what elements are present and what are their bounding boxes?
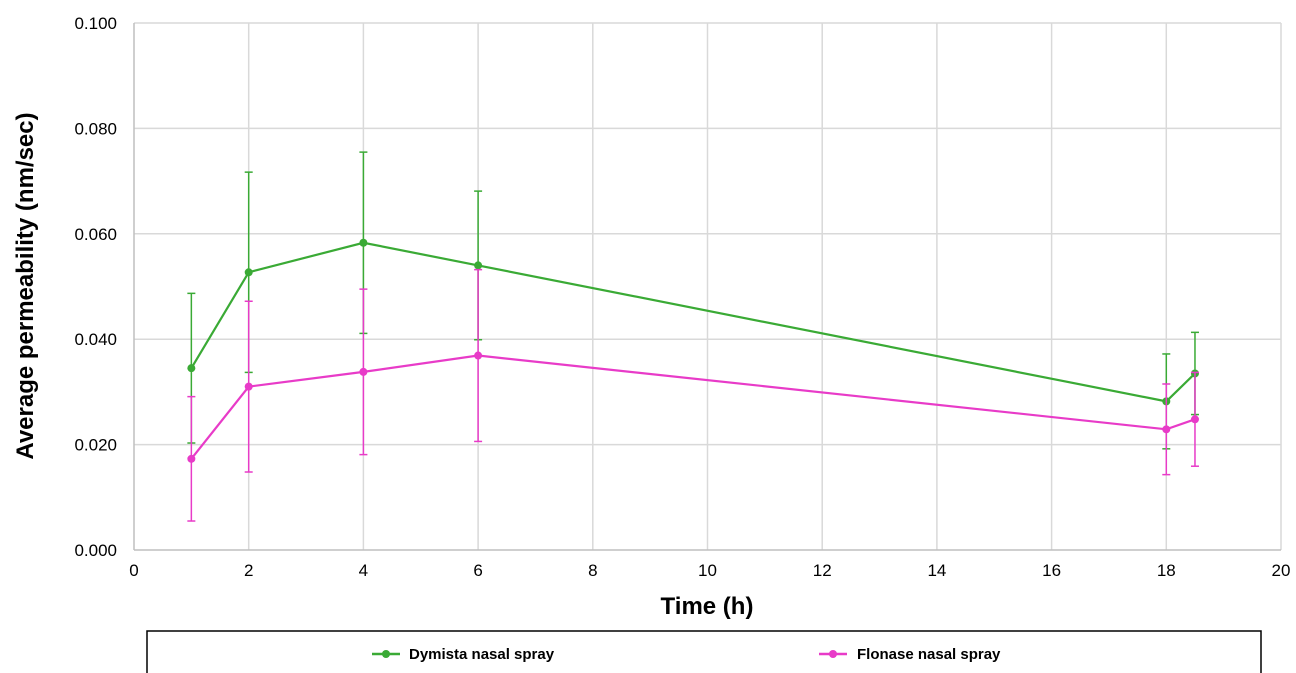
data-point [187, 364, 196, 373]
data-point [1190, 415, 1199, 424]
x-tick-label: 0 [129, 561, 138, 580]
x-tick-label: 20 [1272, 561, 1291, 580]
data-point [244, 382, 253, 391]
y-tick-label: 0.080 [74, 119, 117, 138]
legend-swatch-dymista-marker [382, 650, 390, 658]
grid [134, 22, 1282, 550]
data-point [359, 238, 368, 247]
y-tick-label: 0.100 [74, 14, 117, 33]
x-tick-label: 2 [244, 561, 253, 580]
data-point [1162, 425, 1171, 434]
x-tick-label: 18 [1157, 561, 1176, 580]
legend-swatch-flonase-marker [829, 650, 837, 658]
series-line [190, 241, 1196, 403]
series-line [190, 354, 1196, 460]
y-tick-label: 0.000 [74, 541, 117, 560]
legend-item-dymista: Dymista nasal spray [372, 646, 555, 663]
axes [133, 23, 1281, 551]
x-tick-label: 14 [927, 561, 946, 580]
y-tick-label: 0.060 [74, 225, 117, 244]
y-axis-title: Average permeability (nm/sec) [12, 112, 39, 459]
legend-item-flonase: Flonase nasal spray [819, 646, 1001, 663]
data-point [474, 261, 483, 270]
series-layer [187, 151, 1199, 522]
x-tick-label: 16 [1042, 561, 1061, 580]
series-0 [187, 151, 1199, 450]
y-tick-label: 0.040 [74, 330, 117, 349]
legend-label-dymista: Dymista nasal spray [409, 646, 555, 663]
x-axis-title: Time (h) [661, 593, 754, 620]
series-1 [187, 268, 1199, 522]
tick-labels: 0 2 4 6 8 10 12 14 16 18 20 0.000 0.020 0.040 0.060 0.0… [74, 14, 1290, 580]
legend-label-flonase: Flonase nasal spray [857, 646, 1001, 663]
x-tick-label: 8 [588, 561, 597, 580]
x-tick-label: 6 [473, 561, 482, 580]
data-point [187, 454, 196, 463]
data-point [359, 367, 368, 376]
x-tick-label: 12 [813, 561, 832, 580]
x-tick-label: 10 [698, 561, 717, 580]
legend-frame [146, 630, 1262, 673]
data-point [244, 268, 253, 277]
data-point [474, 351, 483, 360]
y-tick-label: 0.020 [74, 436, 117, 455]
legend: Dymista nasal spray Flonase nasal spray [146, 630, 1262, 673]
x-tick-label: 4 [359, 561, 368, 580]
